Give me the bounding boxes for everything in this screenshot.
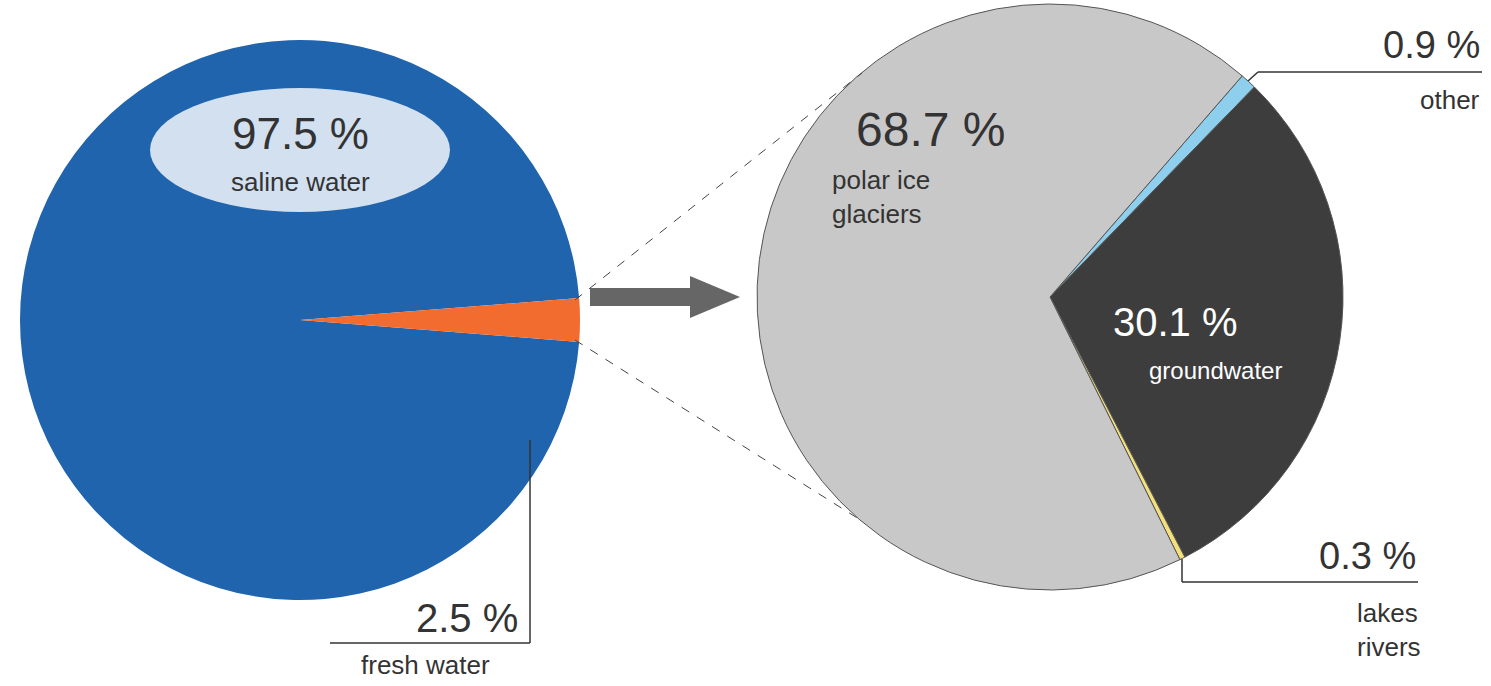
- svg-text:lakesrivers: lakesrivers: [1357, 598, 1421, 662]
- svg-text:30.1 %: 30.1 %: [1113, 300, 1238, 344]
- svg-text:polar iceglaciers: polar iceglaciers: [832, 165, 930, 229]
- svg-text:fresh water: fresh water: [361, 650, 490, 680]
- svg-text:97.5 %: 97.5 %: [232, 109, 369, 158]
- svg-text:groundwater: groundwater: [1149, 357, 1282, 384]
- svg-text:other: other: [1420, 85, 1480, 115]
- svg-text:2.5 %: 2.5 %: [416, 596, 518, 640]
- svg-text:68.7 %: 68.7 %: [856, 103, 1005, 156]
- svg-text:0.3 %: 0.3 %: [1319, 535, 1416, 577]
- svg-text:saline water: saline water: [231, 167, 370, 197]
- svg-text:0.9 %: 0.9 %: [1383, 24, 1480, 66]
